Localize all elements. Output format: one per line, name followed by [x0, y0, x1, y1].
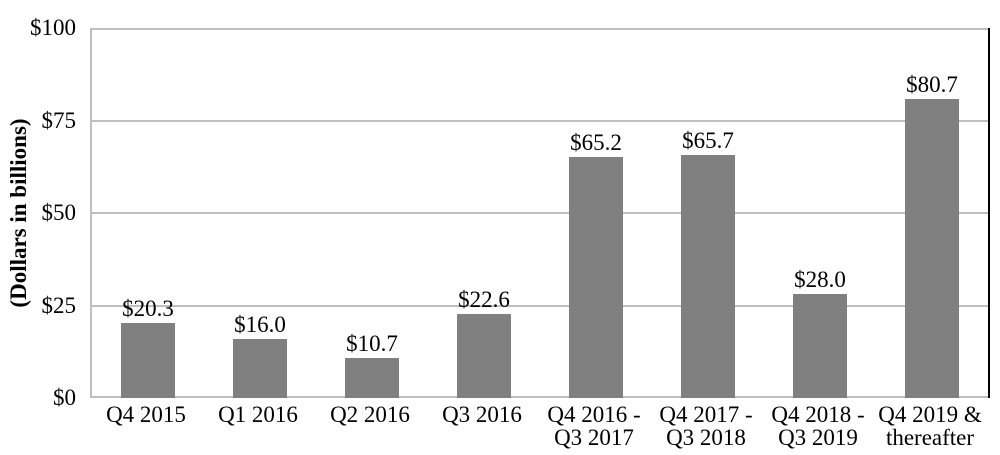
- bar-value-label: $10.7: [346, 331, 398, 357]
- gridline-75: [92, 119, 988, 122]
- x-tick-label: Q4 2015: [106, 402, 186, 427]
- x-tick-label: Q4 2017 - Q3 2018: [659, 402, 753, 450]
- bar: [345, 358, 399, 398]
- bar-value-label: $16.0: [234, 311, 286, 337]
- bar-slot: $28.0: [764, 28, 876, 398]
- bar-slot: $22.6: [428, 28, 540, 398]
- y-tick-label: $0: [53, 385, 76, 410]
- bar-slot: $65.7: [652, 28, 764, 398]
- bar: [121, 322, 175, 398]
- x-tick-label: Q3 2016: [442, 402, 522, 427]
- bar-slot: $20.3: [92, 28, 204, 398]
- gridline-0: [92, 396, 988, 398]
- bar-value-label: $65.7: [682, 127, 734, 153]
- bar-slot: $10.7: [316, 28, 428, 398]
- y-tick-label: $25: [41, 292, 77, 318]
- y-tick-label: $75: [41, 107, 77, 133]
- x-tick-label: Q1 2016: [218, 402, 298, 427]
- y-tick-label: $100: [30, 15, 76, 40]
- gridline-25: [92, 304, 988, 307]
- bar-value-label: $22.6: [458, 287, 510, 313]
- bar: [793, 294, 847, 398]
- bar: [569, 156, 623, 398]
- y-tick-label: $50: [41, 200, 77, 225]
- bar-slot: $80.7: [876, 28, 988, 398]
- bar: [905, 99, 959, 398]
- bar-slot: $16.0: [204, 28, 316, 398]
- bar: [457, 314, 511, 398]
- x-tick-label: Q4 2018 - Q3 2019: [771, 402, 865, 450]
- x-tick-label: Q2 2016: [330, 402, 410, 427]
- gridline-50: [92, 212, 988, 214]
- bar-value-label: $20.3: [122, 295, 174, 321]
- x-tick-label: Q4 2016 - Q3 2017: [547, 402, 641, 450]
- bar-value-label: $28.0: [794, 267, 846, 293]
- gridline-100: [92, 28, 988, 30]
- bar: [233, 338, 287, 398]
- bar-slot: $65.2: [540, 28, 652, 398]
- plot-area: $20.3 $16.0 $10.7 $22.6 $65.2 $65.7 $28.0 $80.7: [90, 28, 990, 398]
- bar-value-label: $65.2: [570, 129, 622, 155]
- x-tick-label: Q4 2019 & thereafter: [878, 402, 982, 450]
- y-axis: $0 $25 $50 $75 $100: [0, 0, 76, 455]
- bar: [681, 154, 735, 398]
- bar-value-label: $80.7: [906, 72, 958, 98]
